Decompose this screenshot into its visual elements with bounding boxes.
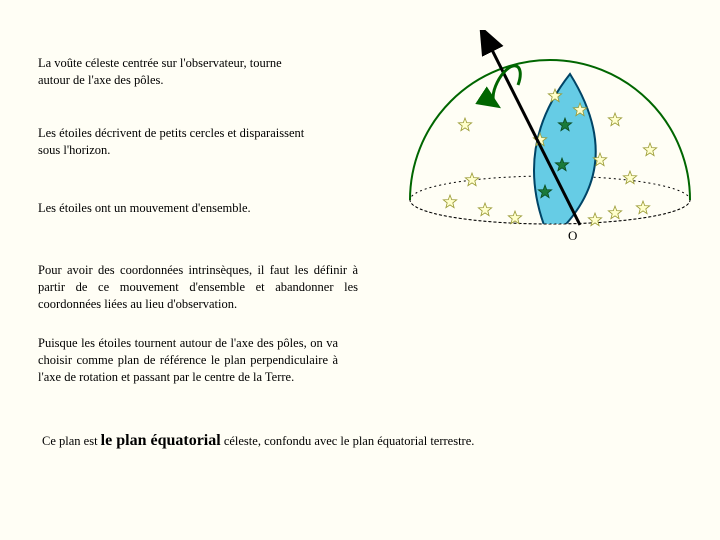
p6-prefix: Ce plan est bbox=[42, 434, 101, 448]
paragraph-1: La voûte céleste centrée sur l'observate… bbox=[38, 55, 308, 89]
star-icon bbox=[458, 118, 471, 131]
star-icon bbox=[508, 211, 521, 224]
star-icon bbox=[478, 203, 491, 216]
star-icon bbox=[636, 201, 649, 214]
paragraph-6: Ce plan est le plan équatorial céleste, … bbox=[42, 430, 682, 452]
paragraph-3: Les étoiles ont un mouvement d'ensemble. bbox=[38, 200, 308, 217]
celestial-dome-diagram: O bbox=[400, 30, 700, 270]
paragraph-2: Les étoiles décrivent de petits cercles … bbox=[38, 125, 308, 159]
star-icon bbox=[608, 113, 621, 126]
p6-suffix: céleste, confondu avec le plan équatoria… bbox=[221, 434, 475, 448]
paragraph-4: Pour avoir des coordonnées intrinsèques,… bbox=[38, 262, 358, 313]
p6-bold: le plan équatorial bbox=[101, 432, 221, 449]
paragraph-5: Puisque les étoiles tournent autour de l… bbox=[38, 335, 338, 386]
star-icon bbox=[465, 173, 478, 186]
star-icon bbox=[643, 143, 656, 156]
star-icon bbox=[588, 213, 601, 226]
star-icon bbox=[443, 195, 456, 208]
star-icon bbox=[623, 171, 636, 184]
celestial-wedge bbox=[534, 74, 596, 240]
observer-label: O bbox=[568, 228, 577, 243]
star-icon bbox=[608, 206, 621, 219]
